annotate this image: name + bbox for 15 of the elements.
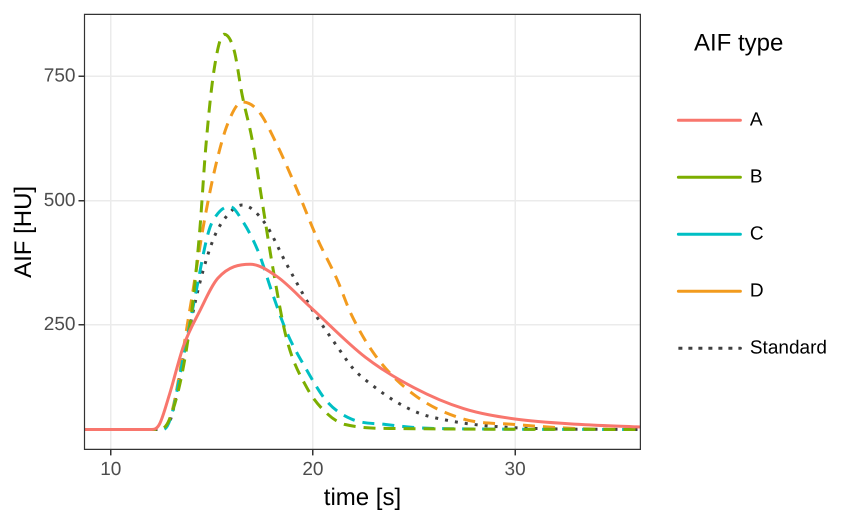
y-tick-label: 500 [44,190,76,211]
x-tick-label: 10 [100,459,122,480]
legend-label: Standard [750,338,828,359]
legend-label: D [750,280,764,302]
x-axis-title: time [s] [324,484,402,512]
y-tick-label: 250 [44,314,76,336]
x-tick-label: 30 [504,459,526,480]
x-tick-label: 20 [302,459,324,480]
legend-title: AIF type [694,30,784,57]
y-tick-label: 750 [44,65,76,86]
y-axis-title: AIF [HU] [10,186,38,278]
legend-label: B [750,166,763,188]
legend-label: A [750,110,763,131]
legend-label: C [750,224,764,245]
line-series [84,262,640,431]
